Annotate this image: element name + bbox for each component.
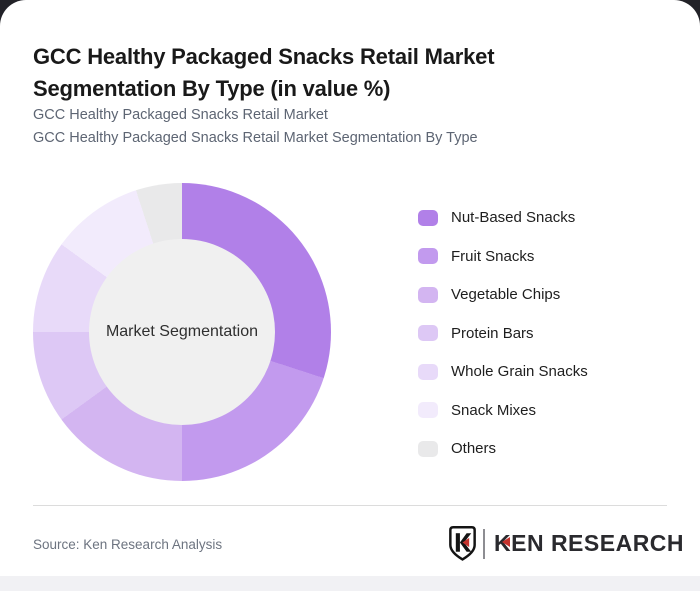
legend-label: Vegetable Chips xyxy=(451,286,561,303)
legend-label: Fruit Snacks xyxy=(451,247,535,265)
legend-swatch xyxy=(418,286,438,303)
subtitle-block: GCC Healthy Packaged Snacks Retail Marke… xyxy=(33,104,478,149)
legend-label: Protein Bars xyxy=(451,324,534,342)
ken-research-shield-icon xyxy=(449,526,476,561)
legend-swatch xyxy=(418,440,438,457)
legend-item: Others xyxy=(418,440,588,457)
subtitle-line-1: GCC Healthy Packaged Snacks Retail Marke… xyxy=(33,107,328,123)
legend-swatch xyxy=(418,325,438,341)
legend-label: Snack Mixes xyxy=(451,401,537,419)
logo-separator xyxy=(483,528,485,559)
legend-item: Fruit Snacks xyxy=(418,248,588,265)
legend-item: Vegetable Chips xyxy=(418,286,588,303)
legend-label: Others xyxy=(451,440,497,457)
footer-divider xyxy=(33,505,667,506)
report-card: GCC Healthy Packaged Snacks Retail Marke… xyxy=(0,0,700,576)
subtitle-line-2: GCC Healthy Packaged Snacks Retail Marke… xyxy=(33,129,478,146)
logo-wordmark-text: KEN RESEARCH xyxy=(494,530,685,556)
legend-item: Snack Mixes xyxy=(418,402,588,419)
page-title: GCC Healthy Packaged Snacks Retail Marke… xyxy=(33,43,495,101)
legend-label: Whole Grain Snacks xyxy=(451,363,588,380)
chart-center-label: Market Segmentation xyxy=(105,323,259,340)
logo-red-triangle-icon xyxy=(502,537,510,547)
legend-item: Nut-Based Snacks xyxy=(418,209,588,226)
legend-swatch xyxy=(418,209,438,226)
source-text: Source: Ken Research Analysis xyxy=(33,537,223,552)
ken-research-logo: KEN RESEARCH xyxy=(449,525,684,562)
donut-chart: Market Segmentation xyxy=(33,183,331,481)
donut-hole: Market Segmentation xyxy=(89,239,275,425)
legend-swatch xyxy=(418,363,438,380)
chart-legend: Nut-Based Snacks Fruit Snacks Vegetable … xyxy=(418,209,588,479)
legend-swatch xyxy=(418,248,438,264)
legend-label: Nut-Based Snacks xyxy=(451,209,576,226)
legend-swatch xyxy=(418,402,438,418)
logo-wordmark: KEN RESEARCH xyxy=(494,530,684,557)
legend-item: Whole Grain Snacks xyxy=(418,363,588,380)
legend-item: Protein Bars xyxy=(418,325,588,342)
